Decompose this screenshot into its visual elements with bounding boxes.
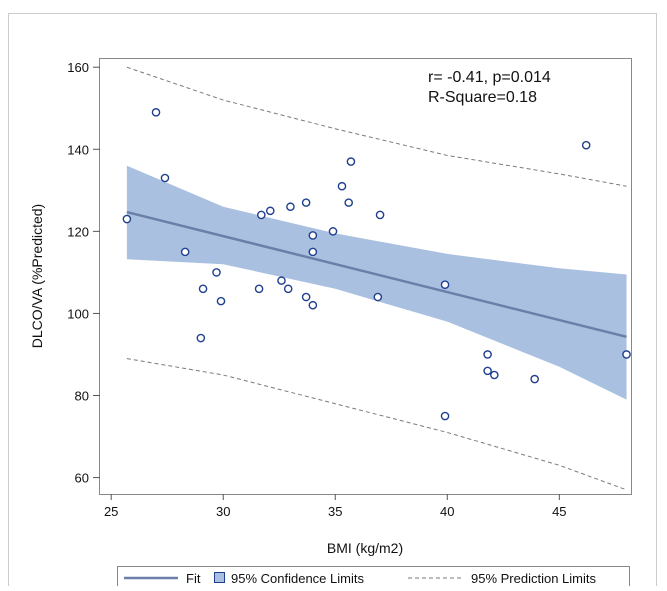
data-point — [216, 296, 226, 306]
y-axis-title: DLCO/VA (%Predicted) — [29, 204, 45, 348]
x-tick-label: 30 — [216, 504, 230, 519]
x-tick-label: 45 — [552, 504, 566, 519]
y-tick-label: 60 — [75, 471, 89, 486]
data-point — [265, 206, 275, 216]
data-point — [490, 370, 499, 380]
axes-layer: 25 30 35 40 45 60 80 100 120 140 160 — [67, 60, 566, 519]
points-layer — [122, 108, 631, 421]
legend-confidence-swatch — [214, 572, 225, 583]
data-point — [483, 350, 492, 359]
data-point — [180, 247, 190, 257]
data-point — [160, 173, 170, 183]
y-tick-label: 140 — [67, 142, 89, 157]
data-point — [286, 202, 295, 212]
data-point — [308, 231, 318, 240]
x-axis-title: BMI (kg/m2) — [327, 540, 403, 556]
plot-area — [99, 58, 632, 495]
data-point — [151, 108, 161, 117]
data-point — [530, 374, 539, 384]
data-point — [440, 280, 450, 290]
data-point — [344, 198, 353, 207]
data-point — [196, 333, 206, 343]
data-point — [337, 181, 347, 191]
data-point — [581, 140, 591, 150]
data-point — [308, 247, 318, 257]
prediction-upper-line — [126, 66, 627, 187]
data-point — [254, 284, 264, 294]
data-point — [198, 284, 208, 294]
data-point — [308, 300, 318, 310]
legend-confidence-label: 95% Confidence Limits — [231, 571, 364, 586]
y-tick-label: 80 — [75, 389, 89, 404]
data-point — [283, 284, 293, 294]
confidence-band — [126, 165, 627, 400]
legend: Fit 95% Confidence Limits 95% Prediction… — [117, 566, 630, 589]
prediction-lower-line — [126, 358, 627, 491]
data-point — [440, 411, 450, 421]
x-tick-label: 40 — [440, 504, 454, 519]
data-point — [622, 350, 631, 359]
data-point — [277, 276, 286, 285]
fit-line — [126, 210, 627, 339]
data-point — [328, 227, 338, 236]
y-tick-label: 160 — [67, 60, 89, 75]
data-point — [212, 268, 221, 277]
data-point — [373, 292, 383, 302]
r-square-annotation: R-Square=0.18 — [428, 89, 537, 106]
correlation-annotation: r= -0.41, p=0.014 — [428, 69, 551, 86]
x-tick-label: 25 — [104, 504, 118, 519]
legend-fit-label: Fit — [186, 571, 201, 586]
data-point — [257, 210, 266, 220]
lines-layer — [126, 66, 627, 491]
data-point — [483, 366, 492, 376]
y-tick-label: 120 — [67, 224, 89, 239]
band-layer — [126, 165, 627, 400]
x-tick-label: 35 — [328, 504, 342, 519]
data-point — [301, 198, 311, 207]
y-tick-label: 100 — [67, 306, 89, 321]
data-point — [301, 292, 311, 302]
data-point — [346, 157, 356, 166]
data-point — [375, 210, 385, 220]
data-point — [122, 214, 132, 224]
legend-prediction-label: 95% Prediction Limits — [471, 571, 596, 586]
